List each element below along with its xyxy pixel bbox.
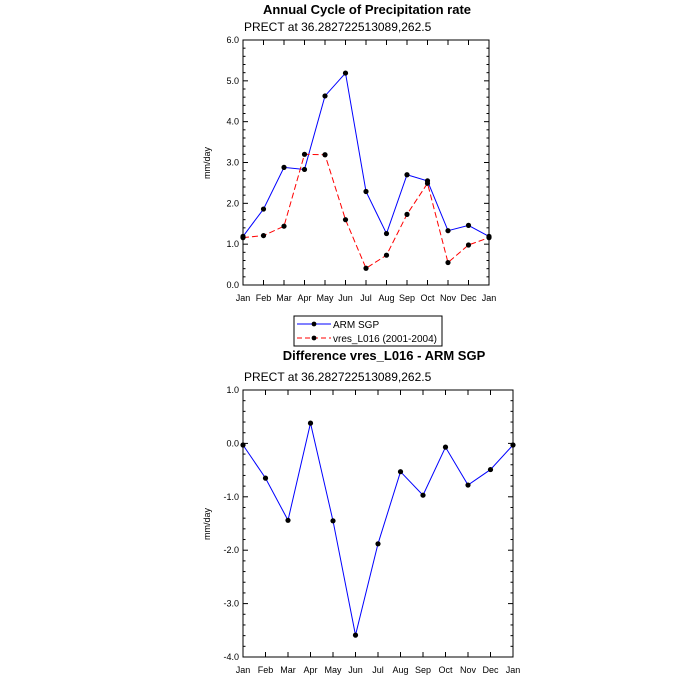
chart1-point-1 bbox=[363, 265, 369, 271]
chart1-x-tick-label: Jan bbox=[236, 293, 251, 303]
chart2-x-tick-label: Sep bbox=[415, 665, 431, 675]
chart1-point-0 bbox=[445, 228, 451, 234]
chart2-x-tick-label: Feb bbox=[258, 665, 274, 675]
chart2-frame bbox=[242, 389, 514, 658]
chart2-x-tick-label: Apr bbox=[303, 665, 317, 675]
chart1-point-1 bbox=[281, 223, 287, 229]
chart1-x-tick-label: Apr bbox=[297, 293, 311, 303]
chart1-x-tick-label: Sep bbox=[399, 293, 415, 303]
chart1-point-0 bbox=[383, 230, 390, 237]
chart1-point-0 bbox=[322, 93, 328, 99]
chart2-x-tick-label: Jul bbox=[372, 665, 384, 675]
chart2-x-tick-label: Dec bbox=[482, 665, 499, 675]
chart2-x-tick-label: Mar bbox=[280, 665, 296, 675]
chart1-point-0 bbox=[342, 70, 349, 76]
chart1-point-1 bbox=[301, 151, 308, 157]
chart1-x-tick-label: May bbox=[316, 293, 334, 303]
chart2-y-tick-label: 1.0 bbox=[226, 385, 239, 395]
chart2-x-tick-label: Jan bbox=[506, 665, 521, 675]
chart1-point-1 bbox=[322, 152, 328, 158]
chart1-y-tick-label: 6.0 bbox=[226, 35, 239, 45]
chart1-point-1 bbox=[260, 232, 267, 239]
chart2-x-tick-label: May bbox=[324, 665, 342, 675]
chart1-point-1 bbox=[445, 259, 451, 266]
chart1-point-1 bbox=[404, 211, 410, 217]
chart1-y-tick-label: 3.0 bbox=[226, 158, 239, 168]
chart2-series-line-0 bbox=[242, 422, 514, 636]
chart2-y-tick-label: 0.0 bbox=[226, 438, 239, 448]
chart1-point-0 bbox=[363, 188, 369, 195]
chart1-frame bbox=[242, 39, 490, 286]
chart1-x-tick-label: Nov bbox=[440, 293, 457, 303]
chart2-y-tick-label: -4.0 bbox=[223, 652, 239, 662]
chart1-point-0 bbox=[404, 172, 410, 178]
chart1-x-tick-label: Jul bbox=[360, 293, 372, 303]
chart1-legend: ARM SGP vres_L016 (2001-2004) bbox=[293, 315, 443, 347]
chart2-y-tick-label: -2.0 bbox=[223, 545, 239, 555]
chart1-point-1 bbox=[342, 217, 349, 223]
chart1-y-tick-label: 5.0 bbox=[226, 76, 239, 86]
chart1-x-tick-label: Jun bbox=[338, 293, 353, 303]
chart1-subtitle: PRECT at 36.282722513089,262.5 bbox=[244, 20, 432, 34]
chart1-x-tick-label: Dec bbox=[460, 293, 477, 303]
chart2-point-0 bbox=[262, 475, 269, 481]
chart1-point-1 bbox=[240, 235, 246, 241]
chart2-subtitle: PRECT at 36.282722513089,262.5 bbox=[244, 370, 432, 384]
chart1-series-line-1 bbox=[242, 153, 490, 269]
chart2-point-0 bbox=[420, 492, 426, 498]
chart2-point-0 bbox=[307, 420, 314, 426]
chart1-point-0 bbox=[260, 206, 267, 212]
chart2-y-tick-label: -1.0 bbox=[223, 492, 239, 502]
chart2-point-0 bbox=[397, 469, 404, 475]
chart2-x-tick-label: Aug bbox=[392, 665, 408, 675]
chart2-x-tick-label: Jan bbox=[236, 665, 251, 675]
chart2-point-0 bbox=[375, 541, 381, 547]
chart1-x-tick-label: Aug bbox=[378, 293, 394, 303]
chart1-series-line-0 bbox=[242, 71, 490, 237]
chart2-point-0 bbox=[352, 632, 359, 638]
legend-label-arm-sgp: ARM SGP bbox=[333, 320, 379, 331]
legend-marker-arm-sgp bbox=[311, 321, 317, 327]
chart1-plot: 0.0 1.0 2.0 3.0 4.0 5.0 6.0 Jan Feb Mar Apr May Jun J… bbox=[226, 35, 496, 303]
chart2-plot: -4.0 -3.0 -2.0 -1.0 0.0 1.0 Jan Feb Mar Apr May Jun… bbox=[223, 385, 520, 675]
chart1-point-1 bbox=[465, 242, 472, 248]
chart2-point-0 bbox=[487, 466, 494, 473]
chart2-title: Difference vres_L016 - ARM SGP bbox=[283, 348, 486, 363]
chart1-point-0 bbox=[281, 164, 287, 170]
chart1-x-tick-label: Feb bbox=[256, 293, 272, 303]
chart2-point-0 bbox=[465, 482, 471, 488]
chart1-point-0 bbox=[301, 166, 308, 173]
chart1-point-1 bbox=[383, 252, 390, 258]
chart2-point-0 bbox=[240, 442, 246, 448]
chart1-title: Annual Cycle of Precipitation rate bbox=[263, 2, 471, 17]
chart2-x-tick-label: Oct bbox=[438, 665, 453, 675]
chart1-y-axis-label: mm/day bbox=[202, 147, 212, 180]
chart1-y-tick-label: 4.0 bbox=[226, 117, 239, 127]
chart1-x-tick-label: Oct bbox=[420, 293, 435, 303]
chart2-point-0 bbox=[285, 517, 291, 523]
legend-marker-vres bbox=[311, 335, 317, 341]
chart1-x-tick-label: Mar bbox=[276, 293, 292, 303]
chart2-x-tick-label: Jun bbox=[348, 665, 363, 675]
chart2-point-0 bbox=[330, 518, 336, 524]
chart2-y-axis-label: mm/day bbox=[202, 508, 212, 541]
chart1-point-1 bbox=[424, 180, 431, 186]
chart1-point-1 bbox=[486, 235, 492, 241]
chart1-y-tick-label: 2.0 bbox=[226, 198, 239, 208]
chart2-x-tick-label: Nov bbox=[460, 665, 477, 675]
chart2-point-0 bbox=[510, 442, 516, 448]
chart1-y-tick-label: 0.0 bbox=[226, 280, 239, 290]
legend-box bbox=[293, 315, 443, 347]
legend-label-vres: vres_L016 (2001-2004) bbox=[333, 334, 437, 345]
chart1-x-tick-label: Jan bbox=[482, 293, 497, 303]
chart1-point-0 bbox=[465, 222, 472, 228]
chart2-point-0 bbox=[442, 444, 449, 450]
chart2-y-tick-label: -3.0 bbox=[223, 599, 239, 609]
chart1-y-tick-label: 1.0 bbox=[226, 239, 239, 249]
